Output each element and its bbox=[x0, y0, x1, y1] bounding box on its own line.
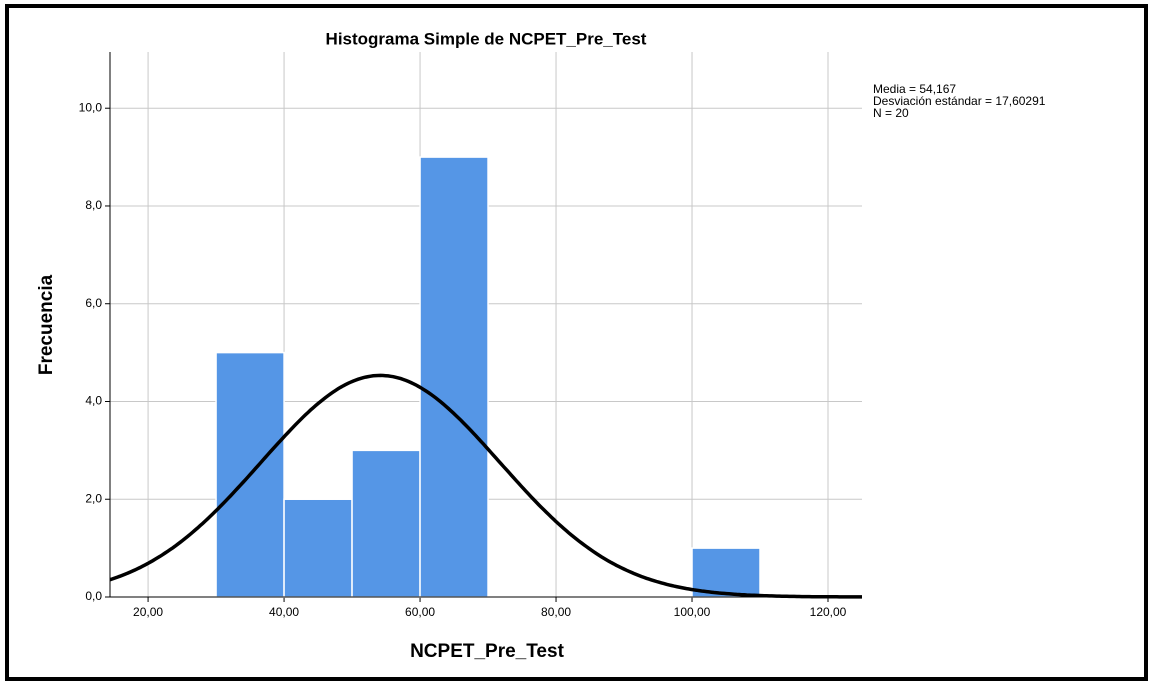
x-tick-label: 80,00 bbox=[541, 605, 571, 619]
y-axis-label: Frecuencia bbox=[36, 274, 57, 375]
bar bbox=[691, 547, 761, 598]
bar bbox=[283, 498, 353, 598]
y-tick-label: 0,0 bbox=[85, 589, 102, 603]
normal-curve bbox=[109, 373, 862, 599]
x-tick-label: 60,00 bbox=[405, 605, 435, 619]
y-tick-label: 2,0 bbox=[85, 491, 102, 505]
stat-sd: Desviación estándar = 17,60291 bbox=[873, 94, 1046, 108]
x-tick-label: 20,00 bbox=[133, 605, 163, 619]
y-tick-label: 8,0 bbox=[85, 198, 102, 212]
stat-n: N = 20 bbox=[873, 106, 909, 120]
x-tick-label: 100,00 bbox=[674, 605, 711, 619]
y-tick-label: 4,0 bbox=[85, 394, 102, 408]
y-tick-label: 10,0 bbox=[79, 100, 103, 114]
bar bbox=[351, 449, 421, 598]
bar bbox=[419, 156, 489, 598]
x-tick-label: 120,00 bbox=[810, 605, 847, 619]
stat-mean: Media = 54,167 bbox=[873, 82, 956, 96]
y-tick-label: 6,0 bbox=[85, 296, 102, 310]
x-axis-label: NCPET_Pre_Test bbox=[410, 641, 564, 662]
chart-title: Histograma Simple de NCPET_Pre_Test bbox=[326, 29, 647, 48]
x-tick-label: 40,00 bbox=[269, 605, 299, 619]
